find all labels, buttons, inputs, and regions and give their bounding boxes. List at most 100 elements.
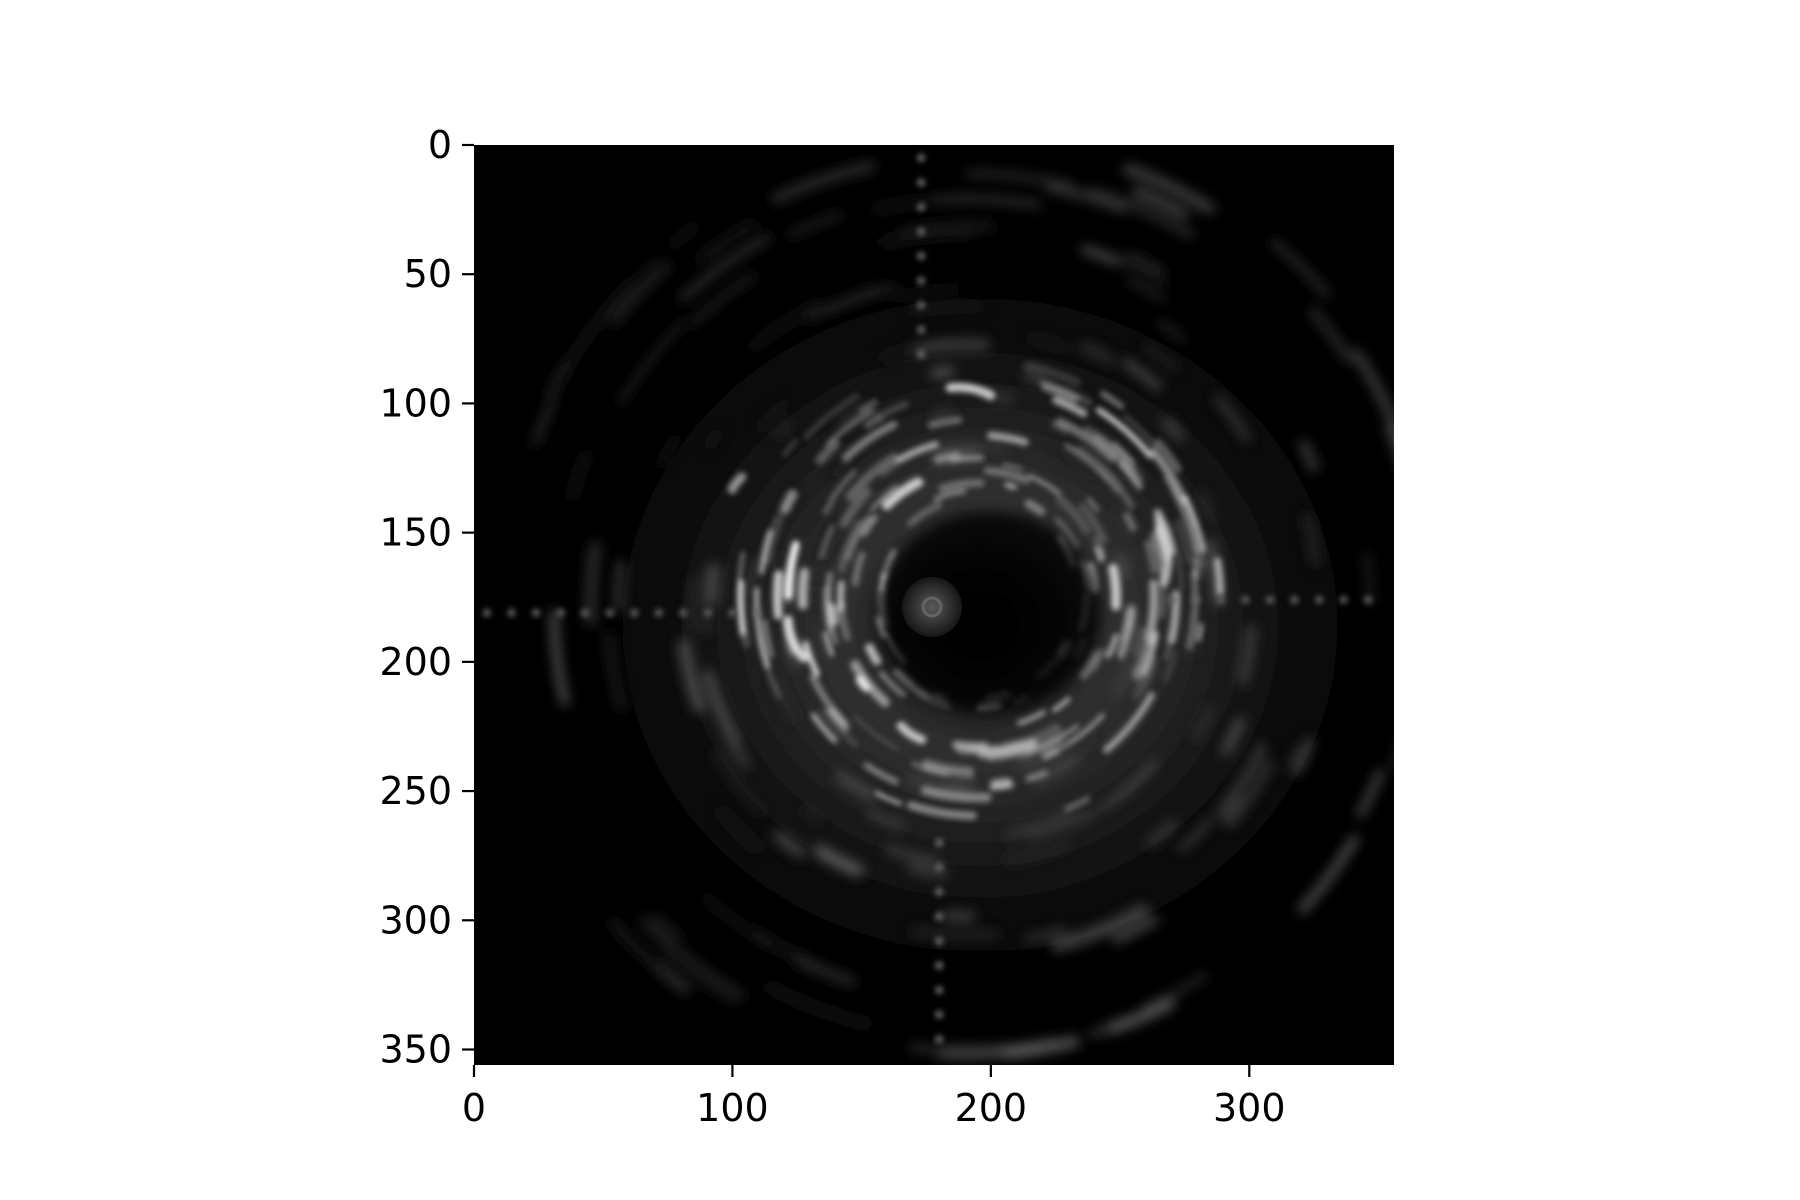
speckle-arc <box>1004 838 1072 866</box>
speckle-arc <box>716 806 763 854</box>
y-tick-label: 200 <box>379 640 452 684</box>
wall-arc <box>1108 563 1122 611</box>
speckle-arc <box>795 956 857 987</box>
wall-arc <box>922 758 974 775</box>
wall-arc <box>780 489 798 514</box>
artifact-dot <box>1315 595 1324 604</box>
artifact-dot <box>1290 595 1299 604</box>
wall-arc <box>1084 425 1138 474</box>
artifact-dot <box>1167 595 1176 604</box>
wall-arc <box>1144 539 1160 575</box>
wall-arc <box>1088 459 1119 490</box>
speckle-arc <box>1357 768 1384 819</box>
speckle-arc <box>1226 760 1273 828</box>
wall-arc <box>921 764 950 777</box>
artifact-dot <box>1192 595 1201 604</box>
speckle-arc <box>969 442 1007 453</box>
speckle-arc <box>1023 368 1048 384</box>
wall-arc <box>1023 361 1082 387</box>
speckle-arc <box>907 863 949 878</box>
speckle-arc <box>700 567 714 636</box>
x-axis: 0 100 200 300 <box>462 1065 1286 1130</box>
speckle-arc <box>769 672 799 721</box>
artifact-dot <box>753 608 761 617</box>
speckle-arc <box>756 400 789 433</box>
artifact-dot <box>917 178 926 187</box>
artifact-dot-lines <box>482 153 1373 1044</box>
wall-highlight <box>945 382 996 400</box>
speckle-arc <box>1072 795 1121 828</box>
artifact-dot <box>507 608 516 617</box>
wall-arc <box>1041 382 1079 403</box>
wall-arc <box>773 570 783 620</box>
wall-arc <box>820 708 859 748</box>
wall-arc <box>879 572 888 591</box>
wall-arc <box>1197 623 1203 642</box>
wall-arc <box>1166 522 1184 590</box>
wall-arc <box>1174 519 1192 563</box>
speckle-arc <box>584 541 602 627</box>
wall-arc <box>753 587 771 669</box>
speckle-arc <box>806 285 888 322</box>
wall-arc <box>1132 641 1153 680</box>
wall-arc <box>1163 475 1199 555</box>
speckle-arc <box>908 303 985 315</box>
wall-arc <box>797 567 810 610</box>
artifact-dot <box>935 887 944 896</box>
speckle-arc <box>1287 744 1305 771</box>
wall-arc <box>1095 407 1153 459</box>
speckle-arc <box>910 927 1000 939</box>
speckle-arc <box>1178 817 1213 852</box>
wall-arc <box>826 408 875 447</box>
speckle-arc <box>568 450 590 501</box>
wall-arc <box>1125 608 1137 631</box>
wall-arc <box>803 640 820 677</box>
wall-arc <box>1050 420 1069 434</box>
wall-arc <box>861 514 879 537</box>
speckle-arc <box>941 910 976 922</box>
speckle-arc <box>771 627 785 671</box>
wall-arc <box>1041 740 1071 758</box>
artifact-dot <box>917 276 926 285</box>
artifact-dot <box>917 325 926 334</box>
wall-arc <box>762 618 774 658</box>
y-tick-label: 50 <box>404 252 452 296</box>
speckle-arc <box>1390 758 1394 771</box>
speckle-arc <box>770 161 876 204</box>
wall-arc <box>1213 557 1224 596</box>
wall-arc <box>837 519 864 573</box>
wall-arc <box>784 540 800 600</box>
speckle-arc <box>931 410 954 419</box>
wall-arc <box>1054 516 1079 549</box>
wall-arc <box>738 579 745 635</box>
speckle-arc <box>1237 624 1256 685</box>
y-tick-label: 350 <box>379 1027 452 1071</box>
speckle-arc <box>1002 1036 1080 1059</box>
x-tick-label: 200 <box>955 1086 1028 1130</box>
wall-arc <box>1118 460 1143 491</box>
wall-arc <box>827 603 839 626</box>
catheter <box>902 577 962 637</box>
speckle-arc <box>930 367 955 378</box>
lumen <box>880 512 1100 712</box>
artifact-dot <box>935 961 944 970</box>
wall-arc <box>823 631 834 657</box>
artifact-dot <box>1216 595 1225 604</box>
wall-arc <box>815 439 841 465</box>
wall-arc <box>1064 796 1091 812</box>
speckle-arc <box>1057 448 1099 481</box>
wall-highlight <box>1154 515 1173 587</box>
wall-arc <box>853 715 899 751</box>
speckle-arc <box>872 196 954 213</box>
wall-arc <box>1004 482 1017 490</box>
speckle-arc <box>1027 808 1092 842</box>
speckle-arc <box>866 809 906 830</box>
speckle-arc <box>1111 915 1159 944</box>
speckle-arc <box>1088 187 1195 239</box>
wall-arc <box>1123 512 1137 532</box>
speckle-arc <box>1308 307 1354 364</box>
wall-arc <box>810 712 838 744</box>
artifact-dot <box>917 252 926 261</box>
wall-arc <box>1162 649 1179 683</box>
wall-arc <box>952 740 989 751</box>
